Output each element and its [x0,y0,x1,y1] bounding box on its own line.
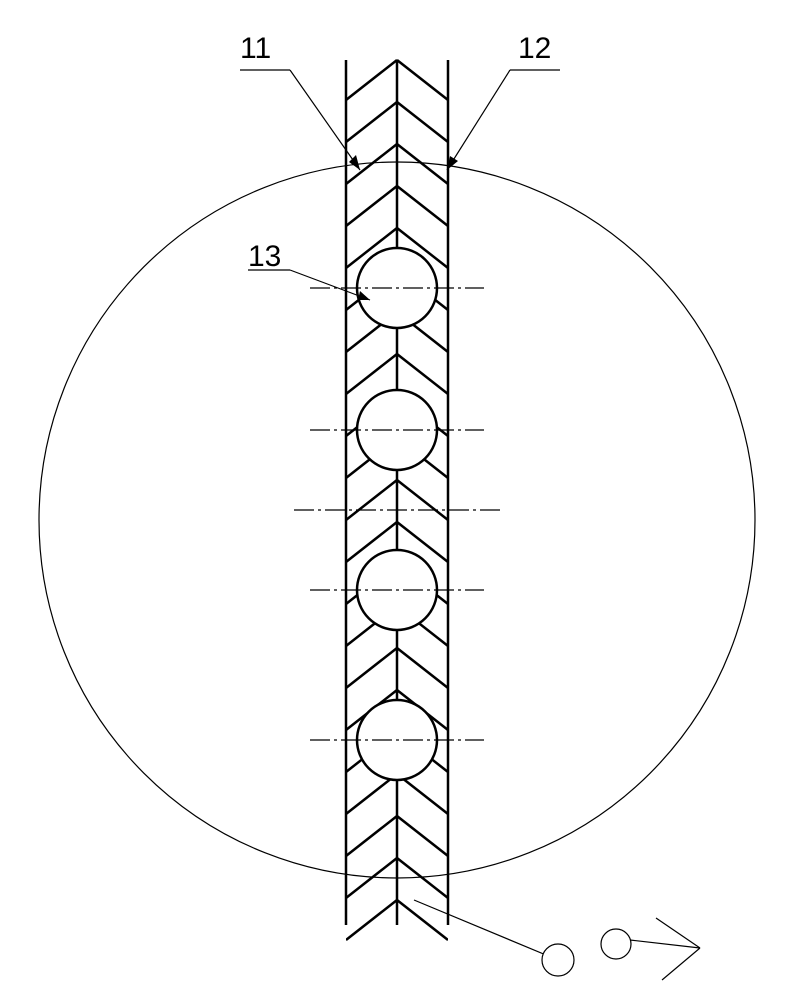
label-13-leader [248,270,370,300]
right-hatch [397,60,448,940]
annotation-symbol [414,900,700,980]
label-12-leader [447,70,560,170]
technical-diagram [0,0,794,1000]
label-12: 12 [518,32,551,66]
left-hatch [346,60,397,940]
label-13: 13 [248,240,281,274]
label-11-leader [240,70,360,170]
label-11: 11 [240,32,271,66]
